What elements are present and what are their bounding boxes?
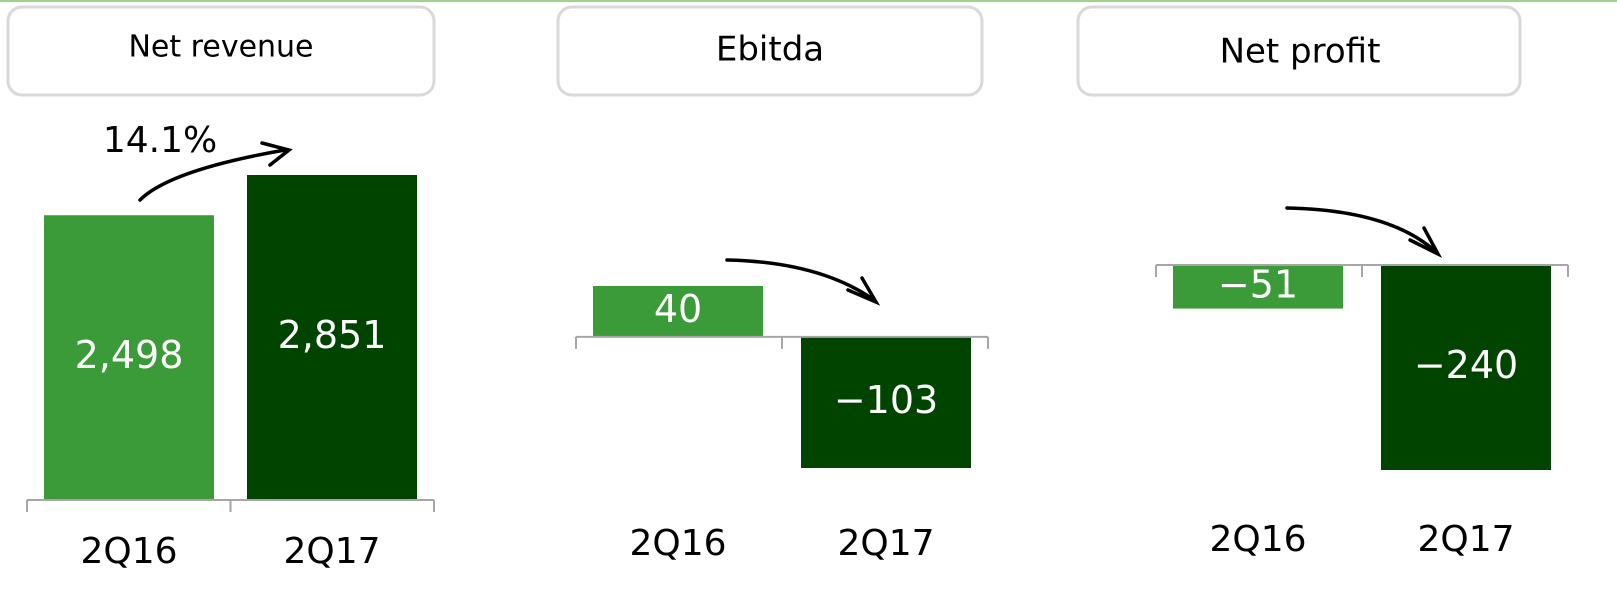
chart-title: Ebitda bbox=[716, 30, 824, 70]
bar bbox=[801, 336, 971, 468]
chart-title: Net revenue bbox=[128, 30, 313, 65]
category-label: 2Q16 bbox=[1209, 519, 1306, 560]
category-label: 2Q16 bbox=[629, 523, 726, 564]
arrow bbox=[1285, 206, 1443, 259]
chart-title: Net profit bbox=[1220, 32, 1381, 72]
bar bbox=[1381, 265, 1551, 470]
title-box bbox=[1076, 5, 1522, 97]
category-label: 2Q17 bbox=[283, 531, 380, 572]
annotation: 14.1% bbox=[103, 120, 217, 161]
bar bbox=[1173, 265, 1343, 309]
value-label: 2,851 bbox=[278, 313, 387, 357]
bar bbox=[44, 215, 214, 500]
value-label: −51 bbox=[1218, 262, 1298, 306]
value-label: 2,498 bbox=[75, 333, 184, 377]
title-box bbox=[556, 5, 984, 97]
value-label: −103 bbox=[834, 378, 938, 422]
value-label: −240 bbox=[1414, 343, 1518, 387]
arrow bbox=[725, 258, 881, 306]
arrow bbox=[138, 141, 293, 202]
bar bbox=[593, 286, 763, 337]
bar bbox=[247, 175, 417, 500]
category-label: 2Q17 bbox=[837, 523, 934, 564]
category-label: 2Q17 bbox=[1417, 519, 1514, 560]
category-label: 2Q16 bbox=[80, 531, 177, 572]
value-label: 40 bbox=[654, 287, 702, 331]
title-box bbox=[6, 5, 436, 97]
